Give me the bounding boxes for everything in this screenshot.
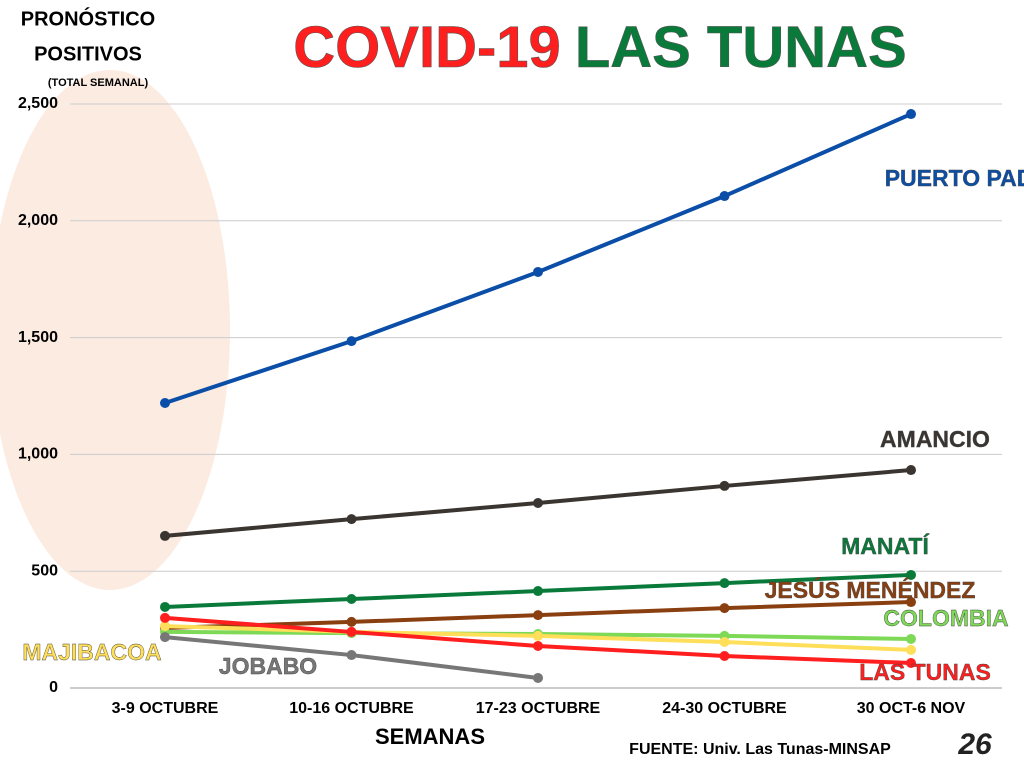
series-label: JESÚS MENÉNDEZ xyxy=(765,576,976,603)
x-label: SEMANAS xyxy=(375,724,485,749)
point xyxy=(533,672,543,683)
series-label: PUERTO PADRE xyxy=(885,165,1024,191)
point xyxy=(160,601,170,612)
point xyxy=(533,630,543,641)
point xyxy=(719,650,730,661)
point xyxy=(160,632,170,643)
title-part: LAS TUNAS xyxy=(575,15,907,80)
series-label: MANATÍ xyxy=(841,532,929,559)
point xyxy=(160,621,170,632)
y-tick-label: 1,000 xyxy=(18,446,58,463)
series-line xyxy=(164,112,912,405)
chart-title: COVID-19 LAS TUNAS xyxy=(293,15,906,80)
y-tick-label: 0 xyxy=(49,679,58,696)
point xyxy=(906,633,916,644)
series-label: COLOMBIA xyxy=(883,605,1008,631)
x-tick-label: 10-16 OCTUBRE xyxy=(289,700,414,717)
point xyxy=(160,530,170,541)
point xyxy=(906,644,916,655)
logo: 26 xyxy=(957,728,992,761)
point xyxy=(533,497,543,508)
x-tick-label: 3-9 OCTUBRE xyxy=(112,700,219,717)
point xyxy=(346,650,357,661)
point xyxy=(160,398,170,409)
x-tick-label: 24-30 OCTUBRE xyxy=(662,700,787,717)
point xyxy=(346,514,357,525)
point xyxy=(346,593,357,604)
y-label: POSITIVOS xyxy=(34,43,142,65)
point xyxy=(533,266,543,277)
y-tick-label: 2,000 xyxy=(18,212,58,229)
y-label: (TOTAL SEMANAL) xyxy=(48,77,149,89)
point xyxy=(719,603,730,614)
point xyxy=(533,610,543,621)
point xyxy=(719,578,730,589)
point xyxy=(160,612,170,623)
point xyxy=(906,597,916,608)
y-tick-label: 500 xyxy=(31,562,58,579)
point xyxy=(906,569,916,580)
y-tick-label: 2,500 xyxy=(18,95,58,112)
series-label: LAS TUNAS xyxy=(859,659,991,685)
point xyxy=(906,658,916,669)
point xyxy=(906,465,916,476)
y-label: PRONÓSTICO xyxy=(21,6,155,30)
point xyxy=(346,336,357,347)
point xyxy=(906,109,916,120)
point xyxy=(719,480,730,491)
point xyxy=(719,636,730,647)
title-part: COVID-19 xyxy=(293,15,561,80)
point xyxy=(719,191,730,202)
background-figure xyxy=(0,70,230,590)
x-tick-label: 17-23 OCTUBRE xyxy=(476,700,601,717)
series-label: MAJIBACOA xyxy=(22,639,161,665)
series-label: JOBABO xyxy=(219,653,317,679)
y-tick-label: 1,500 xyxy=(18,329,58,346)
point xyxy=(346,626,357,637)
series-label: AMANCIO xyxy=(880,426,990,452)
point xyxy=(346,616,357,627)
x-tick-label: 30 OCT-6 NOV xyxy=(857,700,966,717)
point xyxy=(533,586,543,597)
source: FUENTE: Univ. Las Tunas-MINSAP xyxy=(629,741,891,758)
point xyxy=(533,640,543,651)
